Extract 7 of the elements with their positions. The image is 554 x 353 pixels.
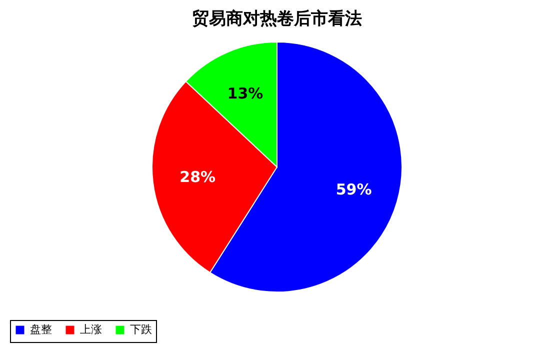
data-label: 28% <box>180 168 216 186</box>
data-label: 59% <box>336 180 372 198</box>
legend-label: 上涨 <box>80 323 102 336</box>
legend-label: 盘整 <box>30 323 52 336</box>
chart-title: 贸易商对热卷后市看法 <box>192 9 362 29</box>
data-label: 13% <box>227 84 264 103</box>
legend-label: 下跌 <box>130 323 152 336</box>
